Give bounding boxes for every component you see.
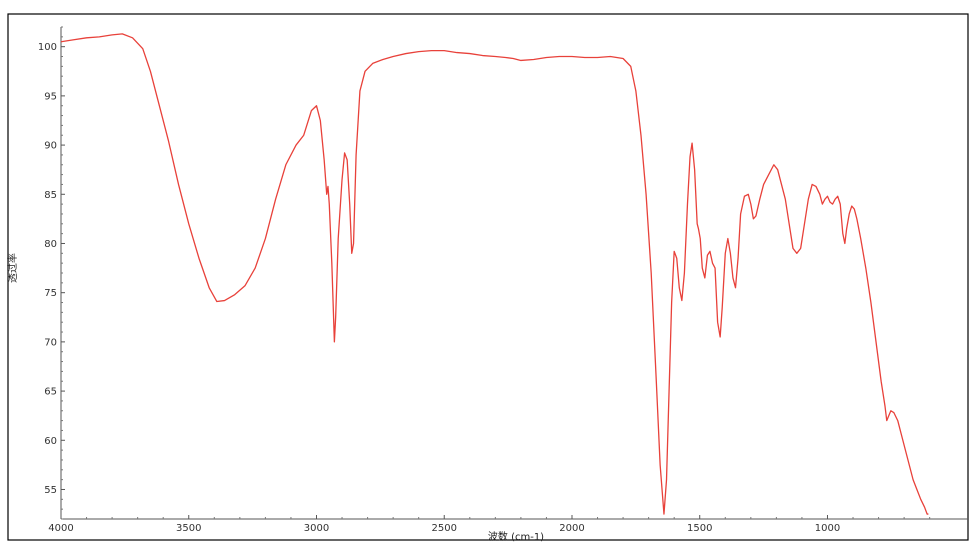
y-tick-label: 70 (44, 337, 57, 348)
y-tick-label: 100 (38, 42, 57, 53)
x-tick-label: 2000 (559, 523, 584, 534)
x-tick-label: 2500 (432, 523, 457, 534)
x-tick-label: 3000 (304, 523, 329, 534)
x-axis-title: 波数 (cm-1) (488, 530, 544, 542)
series-layer (60, 33, 929, 515)
y-tick-label: 80 (44, 239, 57, 250)
x-tick-label: 3500 (176, 523, 201, 534)
chart-frame (7, 13, 969, 541)
y-axis-title: 透过率 (6, 253, 19, 283)
x-tick-label: 4000 (48, 523, 73, 534)
y-tick-label: 90 (44, 141, 57, 152)
y-tick-label: 60 (44, 436, 57, 447)
y-axis-ticks: 55 60 65 70 75 80 85 90 95 100 (38, 26, 65, 520)
y-tick-label: 95 (44, 91, 57, 102)
x-tick-label: 1500 (687, 523, 712, 534)
x-axis-ticks: 4000 3500 3000 2500 2000 1500 1000 (48, 515, 931, 534)
y-tick-label: 75 (44, 288, 57, 299)
y-tick-label: 65 (44, 387, 57, 398)
x-tick-label: 1000 (815, 523, 840, 534)
y-tick-label: 85 (44, 190, 57, 201)
spectrum-line (60, 33, 929, 515)
y-tick-label: 55 (44, 485, 57, 496)
